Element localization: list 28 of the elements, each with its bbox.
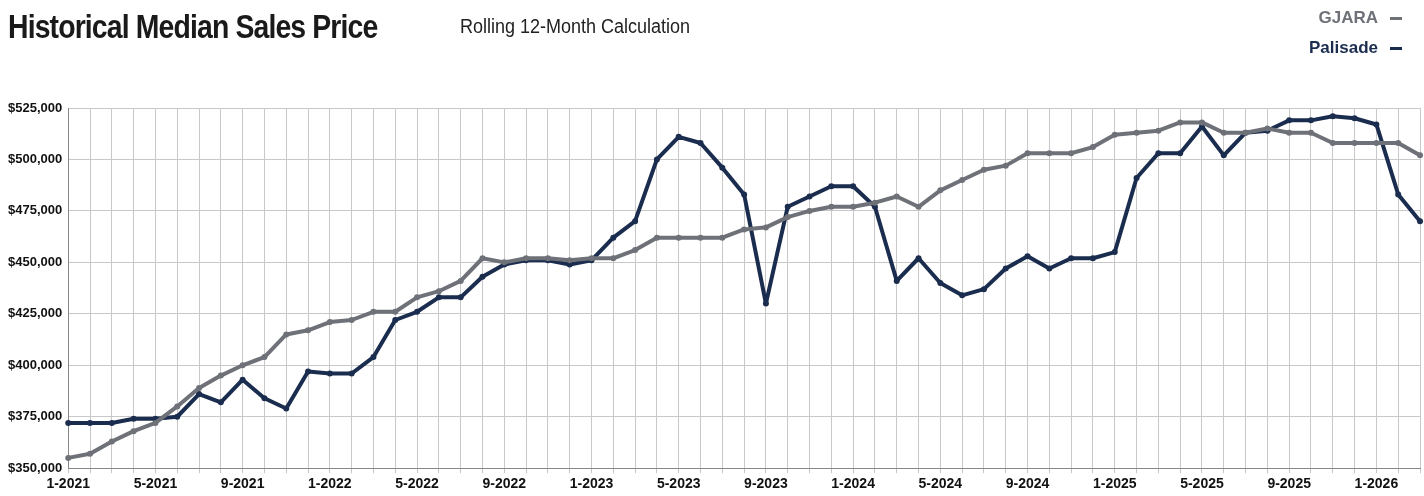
y-tick-label: $375,000	[7, 408, 63, 424]
x-tick-label: 1-2021	[46, 475, 91, 492]
x-tick-label: 9-2022	[482, 475, 527, 492]
x-tick-label: 1-2022	[308, 475, 352, 492]
y-tick-label: $525,000	[7, 99, 63, 115]
x-tick-label: 5-2022	[395, 475, 440, 492]
y-tick-label: $350,000	[7, 459, 63, 475]
legend-label: Palisade	[1309, 38, 1378, 57]
y-tick-label: $400,000	[7, 356, 63, 372]
x-tick-label: 5-2025	[1180, 475, 1224, 492]
y-tick-label: $475,000	[7, 202, 63, 218]
y-tick-label: $425,000	[7, 305, 63, 321]
x-tick-label: 5-2023	[656, 475, 701, 492]
x-tick-label: 9-2024	[1005, 475, 1050, 492]
x-tick-label: 9-2023	[744, 475, 788, 492]
y-tick-label: $450,000	[7, 253, 63, 269]
chart-subtitle: Rolling 12-Month Calculation	[460, 15, 691, 38]
x-tick-label: 5-2021	[133, 475, 178, 492]
x-tick-label: 9-2025	[1267, 475, 1312, 492]
x-tick-label: 1-2024	[831, 475, 876, 492]
legend-label: GJARA	[1318, 8, 1378, 27]
x-tick-label: 5-2024	[918, 475, 963, 492]
y-tick-label: $500,000	[7, 151, 63, 167]
x-tick-label: 1-2025	[1092, 475, 1137, 492]
x-tick-label: 1-2023	[569, 475, 614, 492]
chart-title: Historical Median Sales Price	[8, 8, 378, 46]
x-tick-label: 9-2021	[220, 475, 265, 492]
x-tick-label: 1-2026	[1354, 475, 1399, 492]
